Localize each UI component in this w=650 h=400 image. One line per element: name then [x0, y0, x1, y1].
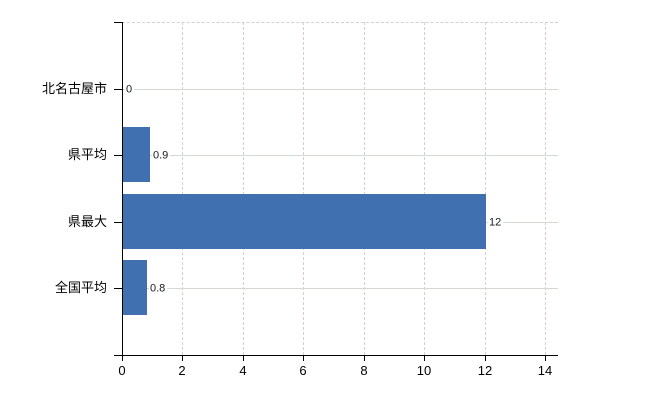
x-tick-label: 0	[118, 363, 126, 378]
x-tick-mark	[122, 356, 123, 361]
category-label-4: 全国平均	[54, 280, 107, 295]
plot-top-border	[122, 22, 558, 23]
y-tick-mark	[114, 22, 122, 23]
y-tick-mark	[114, 288, 122, 289]
x-tick-label: 8	[360, 363, 368, 378]
y-axis	[122, 22, 123, 355]
y-tick-mark	[114, 222, 122, 223]
y-tick-mark	[114, 155, 122, 156]
x-tick-mark	[303, 356, 304, 361]
category-label-1: 北名古屋市	[41, 81, 107, 96]
x-tick-label: 6	[299, 363, 307, 378]
horizontal-gridline	[123, 288, 558, 289]
x-tick-label: 14	[537, 363, 553, 378]
y-tick-mark	[114, 89, 122, 90]
value-label-2: 0.9	[152, 149, 171, 163]
x-tick-mark	[424, 356, 425, 361]
x-tick-label: 10	[416, 363, 432, 378]
x-tick-label: 12	[477, 363, 493, 378]
vertical-gridline	[545, 22, 546, 355]
horizontal-gridline	[123, 155, 558, 156]
value-label-4: 0.8	[149, 282, 168, 296]
vertical-gridline	[303, 22, 304, 355]
value-label-1: 0	[125, 83, 135, 97]
x-tick-mark	[545, 356, 546, 361]
bar-県最大	[123, 194, 486, 249]
bar-県平均	[123, 127, 150, 182]
bar-全国平均	[123, 260, 147, 315]
x-tick-label: 4	[239, 363, 247, 378]
x-tick-mark	[485, 356, 486, 361]
x-axis	[114, 355, 558, 356]
vertical-gridline	[364, 22, 365, 355]
x-tick-mark	[364, 356, 365, 361]
value-label-3: 12	[488, 216, 504, 230]
category-label-2: 県平均	[67, 147, 107, 162]
vertical-gridline	[243, 22, 244, 355]
vertical-gridline	[182, 22, 183, 355]
horizontal-gridline	[123, 89, 558, 90]
vertical-gridline	[424, 22, 425, 355]
vertical-gridline	[485, 22, 486, 355]
x-tick-label: 2	[178, 363, 186, 378]
x-tick-mark	[243, 356, 244, 361]
x-tick-mark	[182, 356, 183, 361]
category-label-3: 県最大	[67, 214, 107, 229]
